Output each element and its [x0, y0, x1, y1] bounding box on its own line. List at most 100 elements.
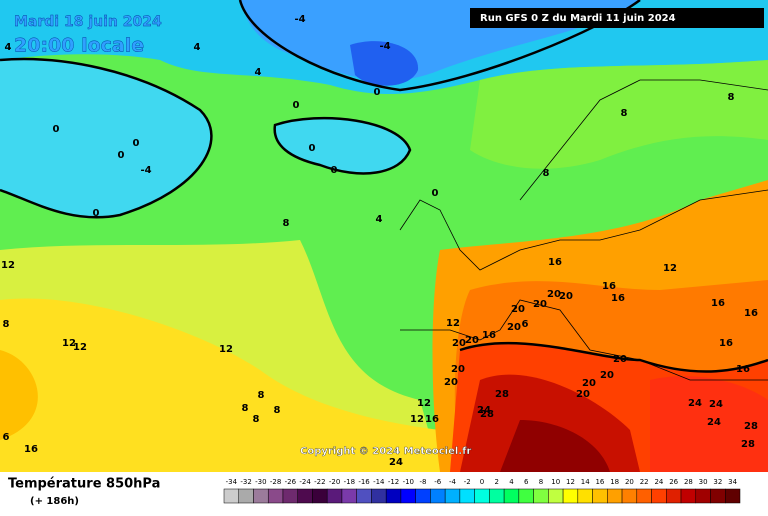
- contour-label: -4: [379, 41, 390, 52]
- contour-label: 20: [533, 299, 547, 310]
- color-swatch: [253, 488, 269, 504]
- copyright: Copyright © 2024 Meteociel.fr: [300, 446, 471, 457]
- color-swatch: [725, 488, 741, 504]
- colorbar-label: -10: [403, 478, 414, 486]
- contour-label: 8: [3, 319, 10, 330]
- temperature-field: [0, 0, 768, 472]
- color-swatch: [533, 488, 549, 504]
- contour-label: 16: [24, 444, 38, 455]
- colorbar-label: 34: [728, 478, 737, 486]
- colorbar-label: -6: [434, 478, 442, 486]
- contour-label: 20: [452, 338, 466, 349]
- contour-label: 8: [258, 390, 265, 401]
- colorbar-label: 4: [509, 478, 514, 486]
- colorbar-label: -8: [420, 478, 427, 486]
- forecast-date: Mardi 18 juin 2024: [14, 14, 162, 30]
- contour-label: 12: [73, 342, 87, 353]
- contour-label: 6: [522, 319, 529, 330]
- color-swatch: [371, 488, 387, 504]
- contour-label: 24: [709, 399, 723, 410]
- contour-label: 0: [293, 100, 300, 111]
- color-swatch: [415, 488, 431, 504]
- contour-label: 24: [389, 457, 403, 468]
- contour-label: 20: [582, 378, 596, 389]
- contour-label: 16: [736, 364, 750, 375]
- contour-label: 0: [309, 143, 316, 154]
- color-swatch: [666, 488, 682, 504]
- color-swatch: [489, 488, 505, 504]
- color-swatch: [651, 488, 667, 504]
- color-swatch: [238, 488, 254, 504]
- colorbar-label: 12: [566, 478, 575, 486]
- color-swatch: [282, 488, 298, 504]
- colorbar-label: 14: [581, 478, 590, 486]
- contour-label: 0: [53, 124, 60, 135]
- colorbar-label: -24: [299, 478, 311, 486]
- color-swatch: [474, 488, 490, 504]
- coastlines: [399, 79, 768, 381]
- contour-label: 20: [444, 377, 458, 388]
- colorbar-label: -30: [255, 478, 266, 486]
- contour-label: 16: [719, 338, 733, 349]
- contour-label: 28: [495, 389, 509, 400]
- contour-label: 12: [219, 344, 233, 355]
- contour-label: 12: [446, 318, 460, 329]
- colorbar-label: -22: [314, 478, 325, 486]
- contour-label: 24: [707, 417, 721, 428]
- contour-label: 4: [376, 214, 383, 225]
- color-swatch: [341, 488, 357, 504]
- colorbar-label: 26: [669, 478, 678, 486]
- colorbar-label: 0: [480, 478, 484, 486]
- contour-label: 16: [482, 330, 496, 341]
- color-swatch: [430, 488, 446, 504]
- contour-label: 12: [1, 260, 15, 271]
- color-swatch: [385, 488, 402, 504]
- contour-label: 0: [93, 208, 100, 219]
- contour-label: 28: [480, 409, 494, 420]
- colorbar-label: 30: [699, 478, 708, 486]
- contour-label: 0: [331, 165, 338, 176]
- colorbar-label: 8: [539, 478, 543, 486]
- colorbar-label: 16: [595, 478, 604, 486]
- colorbar-label: -18: [344, 478, 355, 486]
- color-swatch: [680, 488, 697, 504]
- color-swatch: [297, 488, 313, 504]
- contour-label: 12: [62, 338, 76, 349]
- colorbar-label: 28: [684, 478, 693, 486]
- color-swatch: [444, 488, 461, 504]
- contour-label: 0: [432, 188, 439, 199]
- color-swatch: [636, 488, 652, 504]
- colorbar-label: 24: [654, 478, 663, 486]
- lead-time: (+ 186h): [30, 496, 79, 507]
- colorbar: -34 -32 -30 -28 -26 -24 -22 -20 -18 -16 -14 -12 -10-…: [223, 478, 741, 504]
- color-swatch: [267, 488, 284, 504]
- colorbar-label: 6: [524, 478, 529, 486]
- contour-label: 16: [425, 414, 439, 425]
- contour-label: 16: [611, 293, 625, 304]
- contour-label: 16: [602, 281, 616, 292]
- colorbar-label: 10: [551, 478, 560, 486]
- colorbar-label: 18: [610, 478, 619, 486]
- colorbar-label: -16: [358, 478, 370, 486]
- color-swatch: [356, 488, 372, 504]
- contour-label: 20: [511, 304, 525, 315]
- contour-label: 16: [744, 308, 758, 319]
- contour-label: 16: [711, 298, 725, 309]
- contour-label: 6: [3, 432, 10, 443]
- contour-label: 20: [613, 354, 627, 365]
- run-box: [470, 8, 764, 28]
- contour-label: 20: [547, 289, 561, 300]
- color-swatch: [577, 488, 593, 504]
- contour-label: 16: [548, 257, 562, 268]
- contour-label: 8: [543, 168, 550, 179]
- contour-label: 20: [507, 322, 521, 333]
- color-swatch: [518, 488, 534, 504]
- contour-label: 28: [744, 421, 758, 432]
- contour-label: 0: [374, 87, 381, 98]
- colorbar-label: 2: [495, 478, 499, 486]
- colorbar-label: 22: [640, 478, 649, 486]
- contour-label: 12: [410, 414, 424, 425]
- contour-label: 8: [242, 403, 249, 414]
- field-title: Température 850hPa: [8, 477, 160, 492]
